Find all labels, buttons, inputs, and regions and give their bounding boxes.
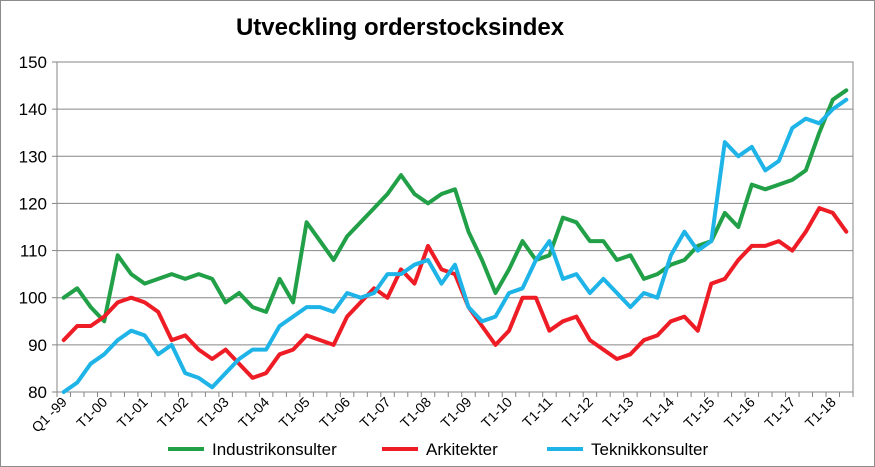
- legend-label-teknikkonsulter: Teknikkonsulter: [591, 440, 709, 459]
- series-lines: [61, 88, 849, 394]
- x-tick-label: T1-10: [478, 394, 515, 431]
- x-tick-label: T1-04: [235, 394, 272, 431]
- gridlines: [57, 61, 853, 393]
- legend: Industrikonsulter Arkitekter Teknikkonsult…: [168, 440, 709, 459]
- chart-title: Utveckling orderstocksindex: [235, 14, 565, 41]
- y-tick-label: 100: [19, 289, 47, 308]
- plot-area-border: [56, 61, 854, 393]
- x-tick-label: T1-16: [721, 394, 758, 431]
- x-tick-label: T1-07: [356, 394, 393, 431]
- x-tick-label: T1-08: [397, 394, 434, 431]
- y-tick-label: 130: [19, 147, 47, 166]
- series-line-industrikonsulter: [61, 88, 849, 324]
- x-tick-label: T1-03: [195, 394, 232, 431]
- legend-label-arkitekter: Arkitekter: [426, 440, 498, 459]
- x-tick-label: T1-06: [316, 394, 353, 431]
- y-tick-label: 150: [19, 53, 47, 72]
- y-axis: 80 90 100 110 120 130 140 150: [19, 53, 57, 402]
- x-tick-label: T1-02: [154, 394, 191, 431]
- y-tick-label: 120: [19, 194, 47, 213]
- x-tick-label: T1-00: [73, 394, 110, 431]
- x-tick-label: T1-17: [761, 394, 798, 431]
- y-tick-label: 90: [28, 336, 47, 355]
- y-tick-label: 140: [19, 100, 47, 119]
- legend-label-industrikonsulter: Industrikonsulter: [212, 440, 337, 459]
- x-tick-label: T1-01: [114, 394, 151, 431]
- x-tick-label: T1-18: [802, 394, 839, 431]
- series-line-arkitekter: [61, 206, 849, 380]
- y-tick-label: 80: [28, 383, 47, 402]
- x-tick-label: T1-09: [437, 394, 474, 431]
- x-tick-label: T1-05: [276, 394, 313, 431]
- x-tick-label: T1-15: [680, 394, 717, 431]
- y-tick-label: 110: [20, 242, 47, 261]
- series-line-teknikkonsulter: [61, 97, 849, 394]
- x-tick-label: T1-11: [519, 394, 556, 431]
- x-tick-label: T1-14: [640, 394, 677, 431]
- x-tick-label: T1-12: [559, 394, 596, 431]
- x-tick-label: T1-13: [599, 394, 636, 431]
- x-axis: Q1 -99 T1-00 T1-01 T1-02 T1-03 T1-04 T1-05 T1-0…: [28, 392, 854, 435]
